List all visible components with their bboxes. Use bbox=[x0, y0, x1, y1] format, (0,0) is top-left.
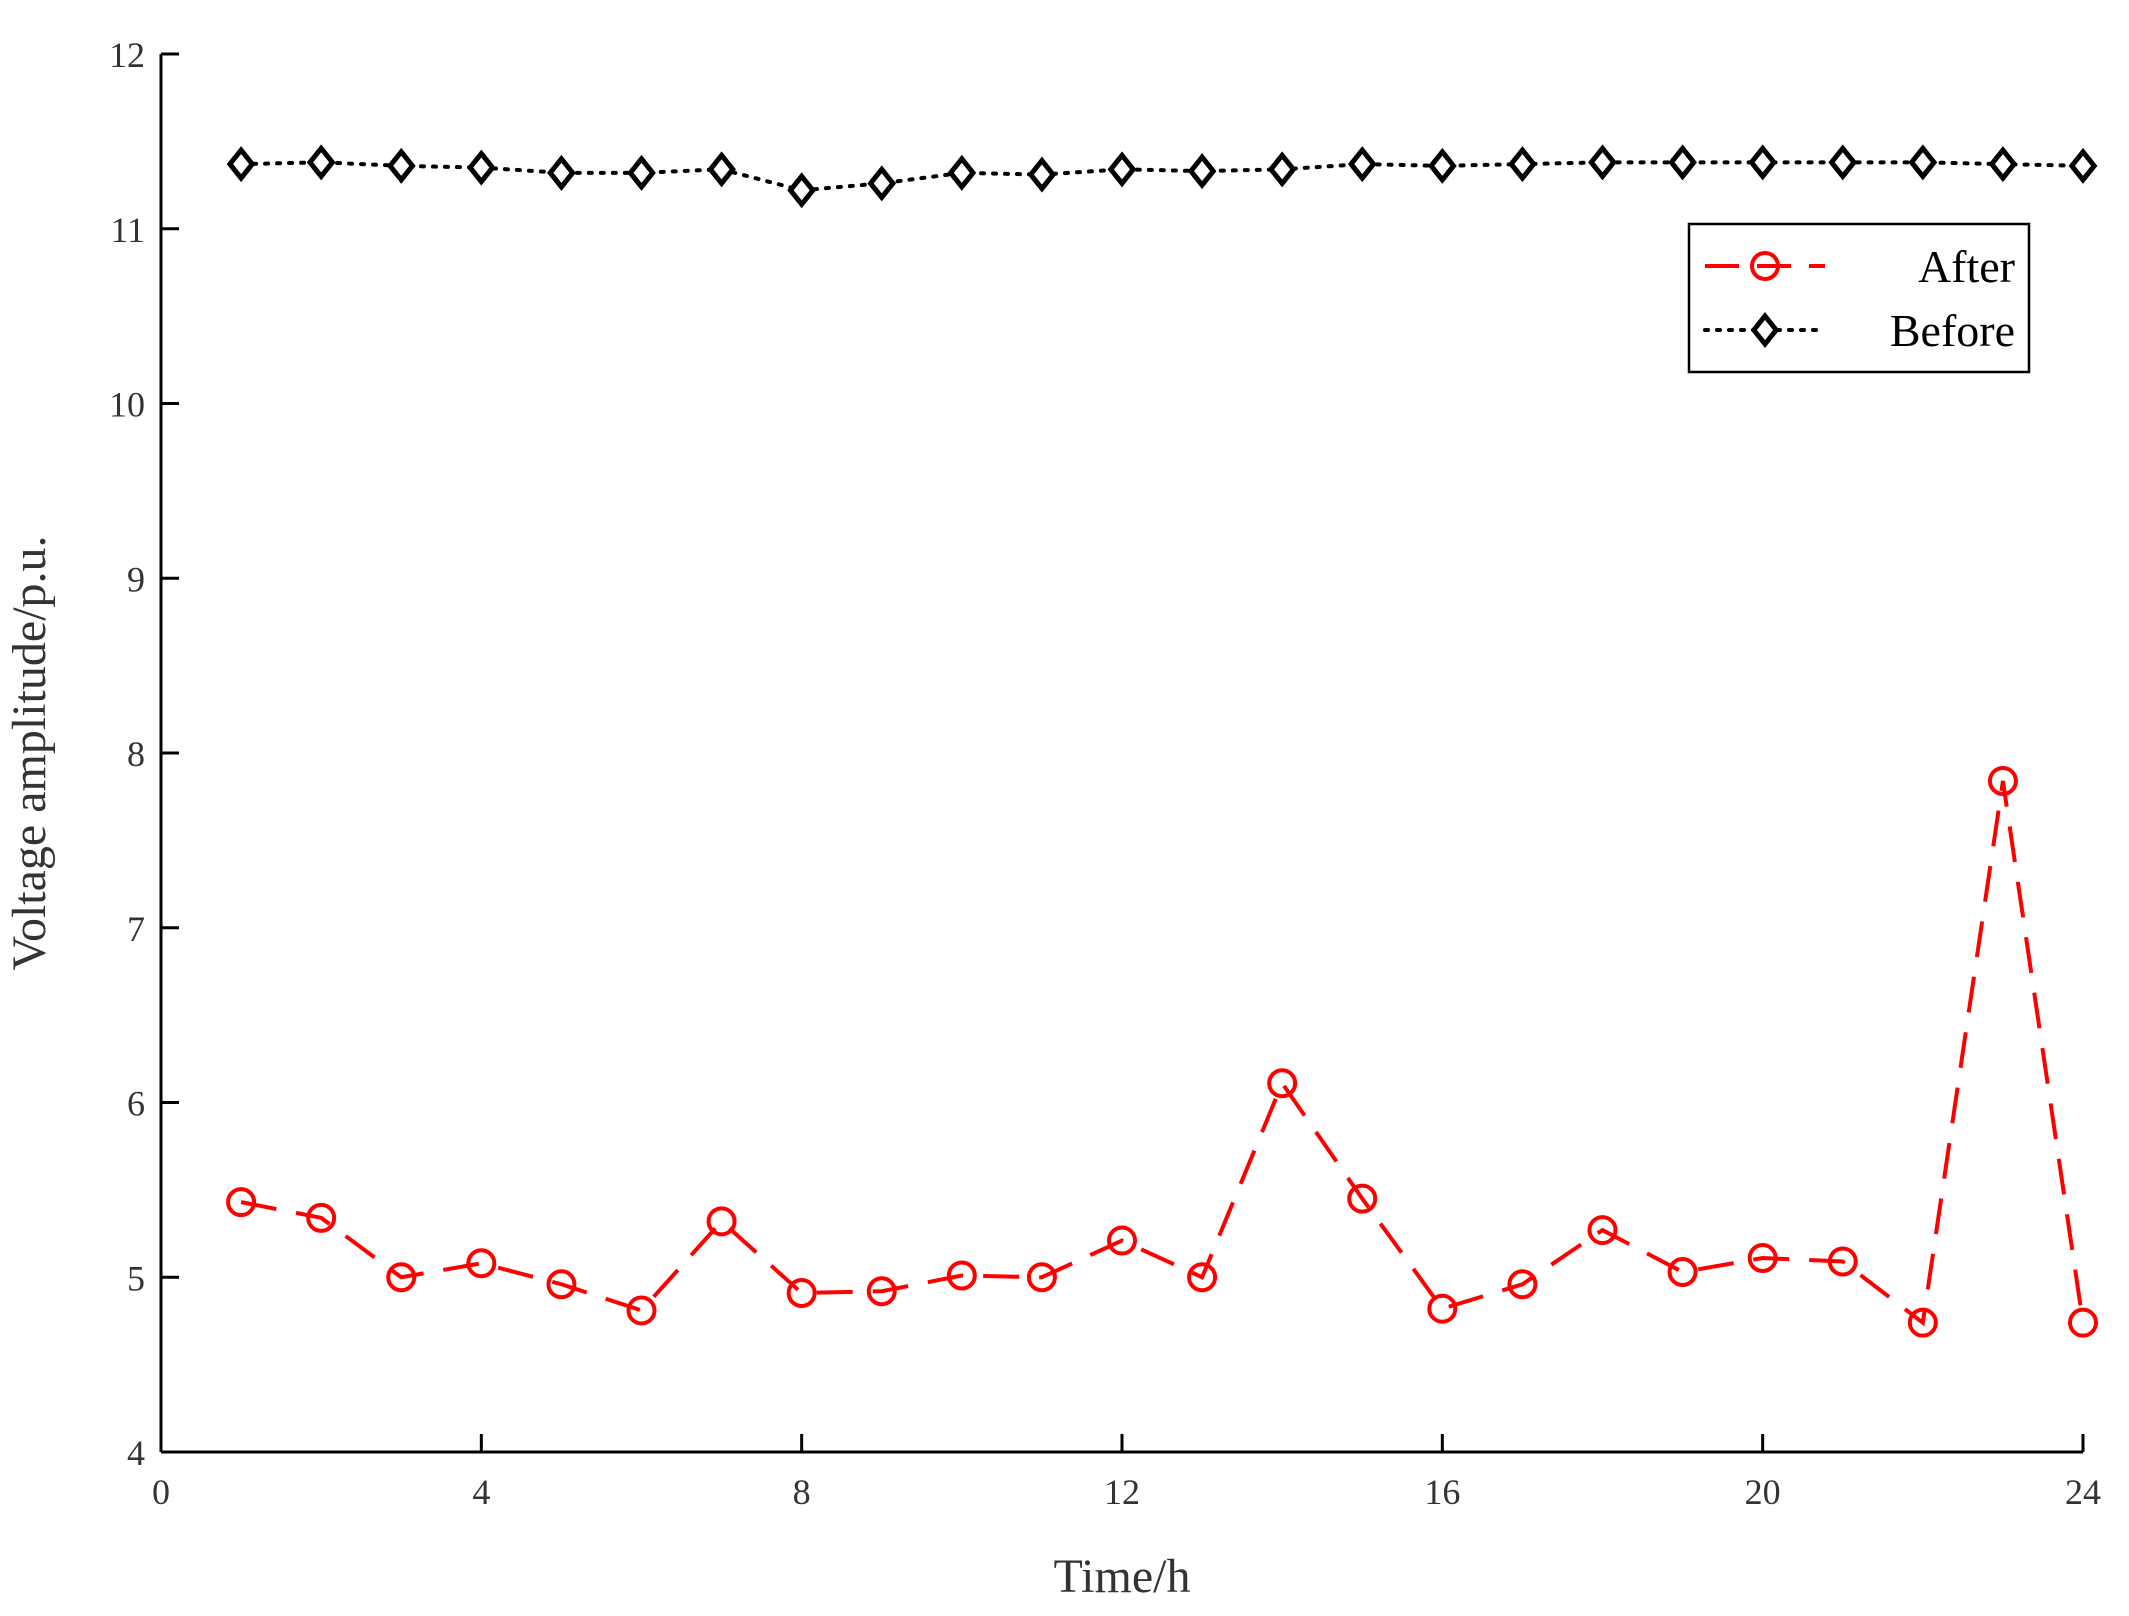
y-tick-label: 8 bbox=[127, 734, 145, 774]
y-tick-label: 4 bbox=[127, 1433, 145, 1473]
data-point bbox=[1507, 1269, 1538, 1300]
data-point bbox=[386, 1262, 417, 1293]
data-point bbox=[1027, 156, 1057, 193]
data-point bbox=[226, 146, 256, 183]
data-point bbox=[707, 151, 736, 188]
data-point bbox=[1347, 146, 1377, 183]
data-point bbox=[386, 147, 416, 184]
legend-marker bbox=[1750, 311, 1780, 349]
y-tick-label: 7 bbox=[127, 909, 145, 949]
data-point bbox=[1588, 144, 1617, 181]
data-point bbox=[627, 154, 656, 191]
x-tick-label: 20 bbox=[1745, 1472, 1781, 1512]
data-point bbox=[2068, 1307, 2098, 1338]
series-line bbox=[239, 160, 2085, 193]
data-point bbox=[1427, 1293, 1458, 1324]
data-point bbox=[466, 1248, 497, 1279]
data-point bbox=[1668, 144, 1697, 181]
data-point bbox=[946, 1260, 977, 1291]
x-tick-label: 8 bbox=[793, 1472, 811, 1512]
data-point bbox=[2068, 147, 2098, 184]
data-point bbox=[626, 1295, 657, 1326]
data-point bbox=[1107, 151, 1137, 188]
data-point bbox=[1107, 1225, 1137, 1256]
legend-box bbox=[1687, 222, 2031, 374]
data-point bbox=[866, 1276, 897, 1307]
data-point bbox=[1587, 1215, 1618, 1246]
data-point bbox=[1907, 1307, 1938, 1338]
x-tick-label: 0 bbox=[152, 1472, 170, 1512]
data-point bbox=[1267, 151, 1297, 188]
y-tick-label: 9 bbox=[127, 559, 145, 599]
x-tick-label: 24 bbox=[2065, 1472, 2101, 1512]
y-tick-label: 12 bbox=[109, 35, 145, 75]
data-point bbox=[1908, 144, 1938, 181]
data-point bbox=[1427, 147, 1457, 184]
data-point bbox=[1026, 1262, 1057, 1293]
data-point bbox=[786, 1277, 817, 1308]
x-tick-label: 4 bbox=[472, 1472, 490, 1512]
data-point bbox=[546, 1269, 577, 1300]
legend: After Before bbox=[1687, 222, 2031, 374]
data-point bbox=[1187, 153, 1217, 190]
data-point bbox=[867, 165, 897, 202]
data-point bbox=[1988, 146, 2018, 183]
data-point bbox=[1827, 1246, 1858, 1277]
data-point bbox=[226, 1187, 257, 1218]
x-tick-label: 12 bbox=[1104, 1472, 1140, 1512]
data-point bbox=[466, 149, 496, 186]
data-point bbox=[1748, 144, 1778, 181]
data-point bbox=[1828, 144, 1858, 181]
data-point bbox=[1267, 1068, 1298, 1099]
data-point bbox=[1508, 146, 1537, 183]
x-tick-label: 16 bbox=[1424, 1472, 1460, 1512]
x-axis-title: Time/h bbox=[1054, 1550, 1191, 1603]
y-tick-label: 6 bbox=[127, 1084, 145, 1124]
y-tick-label: 5 bbox=[127, 1258, 145, 1298]
series-line bbox=[240, 780, 2085, 1327]
legend-label: Before bbox=[1890, 305, 2015, 356]
data-point bbox=[1747, 1243, 1778, 1274]
legend-marker bbox=[1750, 251, 1780, 281]
series-0 bbox=[226, 765, 2098, 1338]
y-tick-label: 11 bbox=[110, 210, 145, 250]
data-point bbox=[1347, 1183, 1378, 1214]
data-point bbox=[947, 154, 977, 191]
data-point bbox=[1667, 1257, 1698, 1288]
data-point bbox=[1987, 765, 2018, 796]
legend-label: After bbox=[1918, 241, 2015, 292]
y-axis-title: Voltage amplitude/p.u. bbox=[3, 535, 56, 970]
data-point bbox=[306, 1202, 337, 1233]
data-point bbox=[1187, 1262, 1218, 1293]
y-tick-label: 10 bbox=[109, 385, 145, 425]
data-point bbox=[306, 144, 336, 181]
data-point bbox=[706, 1206, 737, 1237]
series-layer bbox=[226, 144, 2098, 1338]
data-point bbox=[547, 154, 576, 191]
series-1 bbox=[226, 144, 2098, 209]
data-point bbox=[787, 172, 817, 209]
